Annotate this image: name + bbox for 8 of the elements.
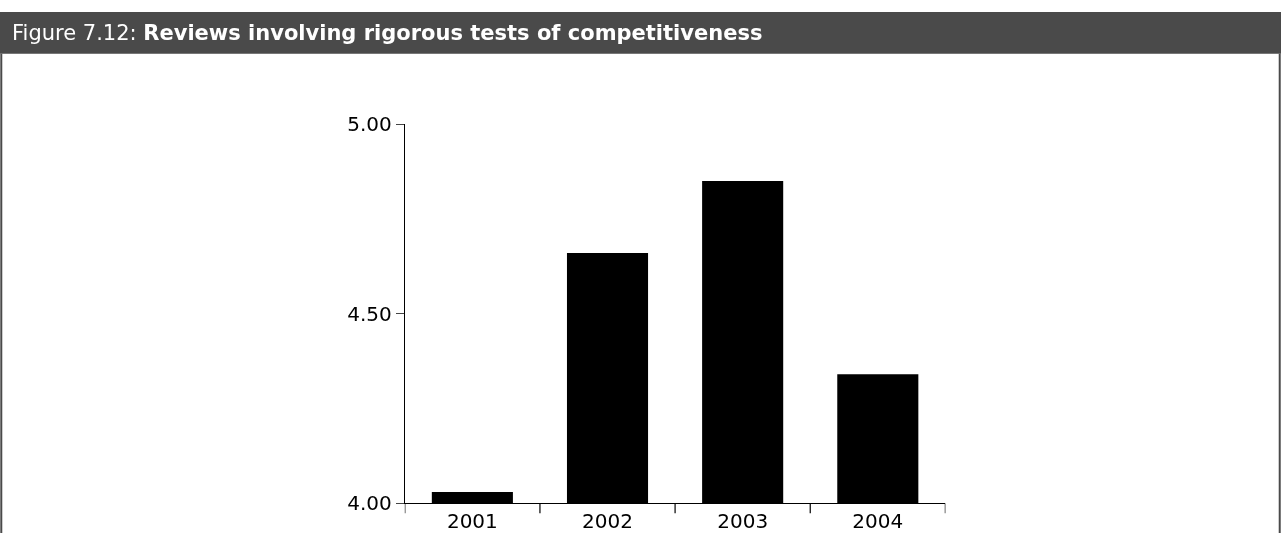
chart-title: Figure 7.12: Reviews involving rigorous tests of competitiveness — [12, 21, 763, 45]
x-tick-label: 2004 — [852, 509, 904, 534]
y-tick-label: 4.00 — [347, 491, 392, 516]
x-tick-label: 2001 — [446, 509, 498, 534]
x-tick-label: 2002 — [582, 509, 633, 534]
x-tick-label: 2003 — [717, 509, 769, 534]
y-tick-label: 5.00 — [347, 112, 392, 137]
y-tick-label: 4.50 — [347, 301, 392, 326]
